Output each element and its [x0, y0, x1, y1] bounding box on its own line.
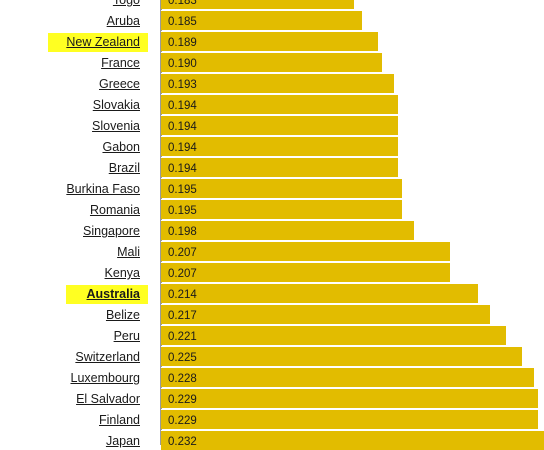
- value-label: 0.194: [168, 121, 197, 133]
- bar: [161, 199, 402, 219]
- value-label: 0.190: [168, 58, 197, 70]
- bar: [161, 94, 398, 114]
- category-label[interactable]: France: [101, 56, 140, 70]
- category-label[interactable]: Slovenia: [92, 119, 140, 133]
- bar: [161, 283, 478, 303]
- value-label: 0.228: [168, 373, 197, 385]
- highlight-marker: [48, 33, 148, 52]
- category-label[interactable]: Peru: [113, 329, 140, 343]
- category-label[interactable]: El Salvador: [76, 392, 140, 406]
- category-label[interactable]: Aruba: [106, 14, 140, 28]
- value-label: 0.214: [168, 289, 197, 301]
- category-label[interactable]: Mali: [117, 245, 140, 259]
- category-label[interactable]: Gabon: [102, 140, 140, 154]
- category-label[interactable]: Greece: [99, 77, 140, 91]
- value-label: 0.194: [168, 100, 197, 112]
- category-label[interactable]: New Zealand: [66, 35, 140, 49]
- value-label: 0.195: [168, 184, 197, 196]
- bar: [161, 367, 534, 387]
- bar: [161, 52, 382, 72]
- bar: [161, 220, 414, 240]
- category-label[interactable]: Finland: [99, 413, 140, 427]
- bar: [161, 304, 490, 324]
- category-label[interactable]: Togo: [112, 0, 140, 7]
- value-label: 0.225: [168, 352, 197, 364]
- category-label[interactable]: Brazil: [108, 161, 140, 175]
- value-label: 0.217: [168, 310, 197, 322]
- value-label: 0.221: [168, 331, 197, 343]
- category-label[interactable]: Burkina Faso: [66, 182, 140, 196]
- value-label: 0.194: [168, 142, 197, 154]
- category-label[interactable]: Romania: [89, 203, 140, 217]
- value-label: 0.232: [168, 436, 197, 448]
- value-label: 0.198: [168, 226, 197, 238]
- bar: [161, 136, 398, 156]
- highlight-marker: [66, 285, 148, 304]
- bar: [161, 178, 402, 198]
- value-label: 0.183: [168, 0, 197, 7]
- category-label[interactable]: Belize: [105, 308, 140, 322]
- value-label: 0.193: [168, 79, 197, 91]
- value-label: 0.229: [168, 394, 197, 406]
- bar: [161, 262, 450, 282]
- category-label[interactable]: Australia: [86, 287, 141, 301]
- bar: [161, 31, 378, 51]
- value-label: 0.229: [168, 415, 197, 427]
- category-label[interactable]: Japan: [105, 434, 140, 448]
- bar: [161, 409, 538, 429]
- category-label[interactable]: Slovakia: [92, 98, 140, 112]
- bar: [161, 10, 362, 30]
- bar: [161, 241, 450, 261]
- value-label: 0.189: [168, 37, 197, 49]
- bar: [161, 325, 506, 345]
- bar: [161, 430, 544, 450]
- bar: [161, 0, 354, 9]
- value-label: 0.194: [168, 163, 197, 175]
- value-label: 0.185: [168, 16, 197, 28]
- bar: [161, 346, 522, 366]
- bar: [161, 157, 398, 177]
- bar: [161, 115, 398, 135]
- value-label: 0.195: [168, 205, 197, 217]
- category-label[interactable]: Kenya: [104, 266, 140, 280]
- category-label[interactable]: Luxembourg: [70, 371, 141, 385]
- bar: [161, 388, 538, 408]
- bar: [161, 73, 394, 93]
- value-label: 0.207: [168, 268, 197, 280]
- value-label: 0.207: [168, 247, 197, 259]
- category-label[interactable]: Singapore: [83, 224, 140, 238]
- category-label[interactable]: Switzerland: [75, 350, 140, 364]
